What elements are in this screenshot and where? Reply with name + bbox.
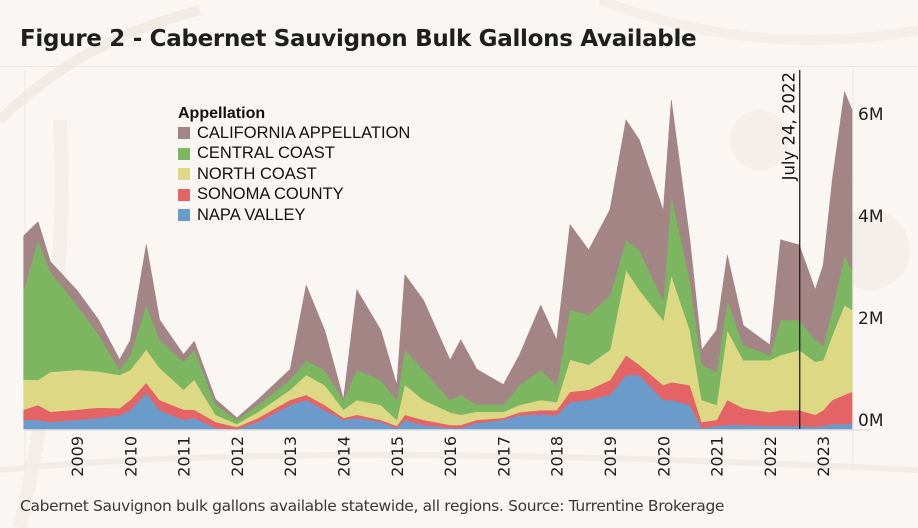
legend-swatch-sonoma-county — [178, 188, 190, 201]
x-tick-label: 2011 — [175, 436, 194, 477]
y-tick-label: 4M — [858, 207, 883, 227]
legend-swatch-napa-valley — [178, 209, 190, 222]
x-tick-label: 2021 — [708, 436, 727, 477]
legend-title: Appellation — [178, 105, 266, 122]
legend-label: NAPA VALLEY — [197, 205, 306, 224]
figure-title: Figure 2 - Cabernet Sauvignon Bulk Gallo… — [20, 26, 697, 52]
x-tick-label: 2016 — [441, 436, 460, 477]
title-divider — [0, 66, 918, 67]
y-tick-label: 2M — [858, 309, 883, 329]
x-tick-label: 2010 — [121, 436, 140, 477]
legend-swatch-north-coast — [178, 168, 190, 181]
legend-label: NORTH COAST — [197, 164, 317, 183]
x-tick-label: 2020 — [654, 436, 673, 477]
legend-item-napa-valley: NAPA VALLEY — [178, 205, 410, 226]
x-tick-label: 2014 — [335, 436, 354, 477]
legend-label: SONOMA COUNTY — [197, 185, 344, 204]
legend-item-sonoma-county: SONOMA COUNTY — [178, 185, 410, 206]
x-tick-label: 2018 — [548, 436, 567, 477]
x-tick-label: 2012 — [228, 436, 247, 477]
legend-item-north-coast: NORTH COAST — [178, 164, 410, 185]
x-tick-label: 2013 — [281, 436, 300, 477]
legend-label: CALIFORNIA APPELLATION — [197, 123, 411, 142]
annotation-label: July 24, 2022 — [780, 72, 799, 181]
legend-label: CENTRAL COAST — [197, 144, 335, 163]
area-california-appellation — [23, 91, 853, 421]
legend-item-central-coast: CENTRAL COAST — [178, 144, 410, 165]
legend-swatch-california-appellation — [178, 127, 190, 140]
x-tick-label: 2019 — [601, 436, 620, 477]
y-tick-label: 0M — [858, 411, 883, 431]
x-tick-label: 2017 — [494, 436, 513, 477]
legend-item-california-appellation: CALIFORNIA APPELLATION — [178, 123, 410, 144]
chart-legend: Appellation CALIFORNIA APPELLATION CENTR… — [178, 105, 410, 226]
y-tick-label: 6M — [858, 105, 883, 125]
legend-swatch-central-coast — [178, 147, 190, 160]
x-tick-label: 2009 — [68, 436, 87, 477]
figure-caption: Cabernet Sauvignon bulk gallons availabl… — [20, 497, 725, 515]
x-tick-label: 2015 — [388, 436, 407, 477]
x-tick-label: 2023 — [814, 436, 833, 477]
x-tick-label: 2022 — [761, 436, 780, 477]
